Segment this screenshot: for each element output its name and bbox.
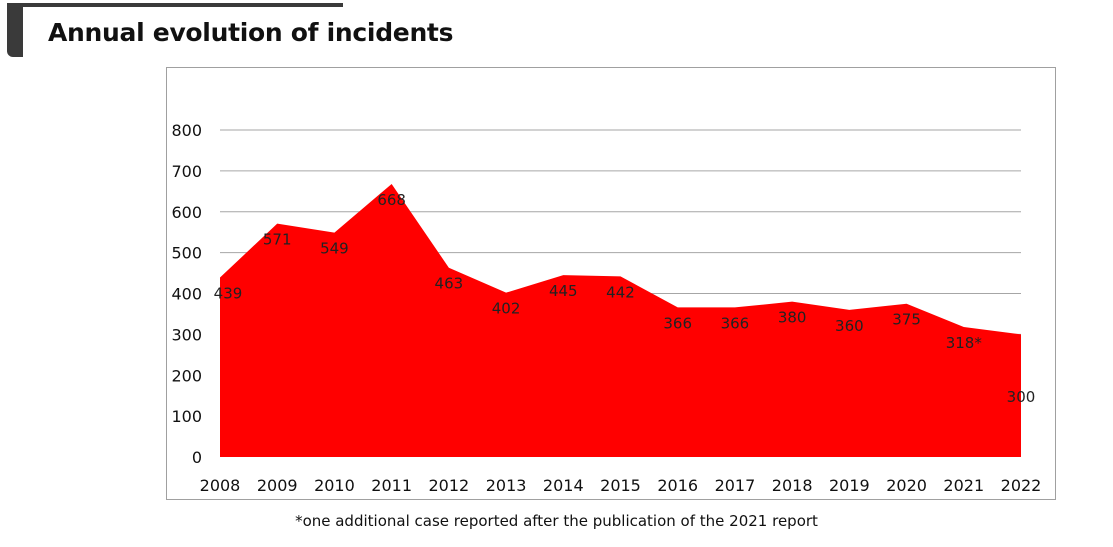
x-tick-label: 2016 (657, 476, 698, 495)
data-label: 402 (492, 300, 521, 318)
x-tick-label: 2012 (428, 476, 469, 495)
y-tick-label: 200 (171, 366, 202, 385)
header-top-rule (7, 3, 343, 7)
data-label: 439 (214, 285, 243, 303)
x-tick-label: 2021 (943, 476, 984, 495)
y-tick-label: 400 (171, 285, 202, 304)
x-tick-label: 2013 (486, 476, 527, 495)
y-tick-label: 300 (171, 325, 202, 344)
data-label: 375 (892, 311, 921, 329)
data-label: 442 (606, 283, 635, 301)
data-label: 549 (320, 240, 349, 258)
x-tick-label: 2019 (829, 476, 870, 495)
x-tick-label: 2022 (1001, 476, 1042, 495)
data-label: 571 (263, 231, 292, 249)
y-tick-label: 800 (171, 121, 202, 140)
footnote: *one additional case reported after the … (295, 512, 818, 530)
x-tick-label: 2010 (314, 476, 355, 495)
y-tick-label: 0 (192, 448, 202, 467)
y-tick-label: 700 (171, 162, 202, 181)
y-tick-label: 600 (171, 203, 202, 222)
data-label: 445 (549, 282, 578, 300)
x-tick-label: 2009 (257, 476, 298, 495)
data-label: 300 (1007, 388, 1036, 406)
x-tick-label: 2014 (543, 476, 584, 495)
data-label: 366 (721, 314, 750, 332)
data-label: 380 (778, 309, 807, 327)
data-label: 318* (946, 334, 983, 352)
area-series (220, 183, 1021, 457)
page-title: Annual evolution of incidents (48, 18, 454, 47)
chart-frame (166, 67, 1056, 500)
x-tick-label: 2011 (371, 476, 412, 495)
data-label: 366 (663, 314, 692, 332)
y-tick-label: 100 (171, 407, 202, 426)
x-tick-label: 2008 (200, 476, 241, 495)
data-label: 668 (377, 191, 406, 209)
y-tick-label: 500 (171, 244, 202, 263)
x-tick-label: 2017 (715, 476, 756, 495)
x-tick-label: 2015 (600, 476, 641, 495)
header-side-accent (7, 3, 23, 57)
data-label: 360 (835, 317, 864, 335)
data-label: 463 (435, 275, 464, 293)
x-tick-label: 2018 (772, 476, 813, 495)
x-tick-label: 2020 (886, 476, 927, 495)
